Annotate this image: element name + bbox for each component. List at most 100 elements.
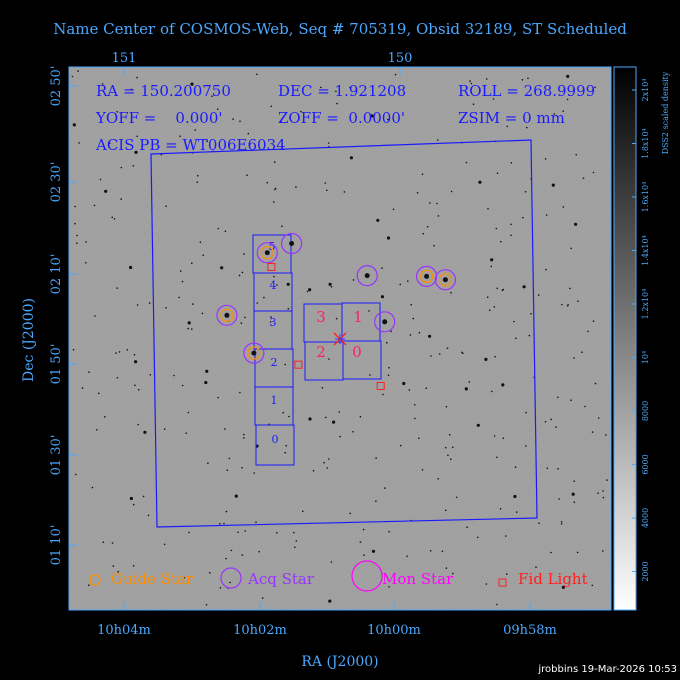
background-star (538, 522, 540, 524)
background-star (491, 390, 493, 393)
background-star (602, 490, 604, 492)
background-star (276, 532, 278, 534)
background-star (382, 393, 384, 396)
background-star (330, 561, 333, 563)
background-star (285, 444, 288, 447)
background-star (104, 189, 108, 193)
legend-fid-label: Fid Light (518, 570, 588, 588)
background-star (187, 411, 190, 414)
background-star (77, 70, 79, 72)
background-star (416, 192, 419, 194)
background-star (263, 296, 265, 299)
background-star (98, 392, 100, 395)
background-star (445, 405, 448, 408)
background-star (306, 290, 309, 293)
guide-star-marker (438, 273, 452, 287)
background-star (561, 585, 566, 589)
background-star (485, 583, 488, 585)
background-star (272, 201, 275, 203)
background-star (486, 296, 489, 299)
background-star (430, 355, 432, 357)
background-star (223, 522, 225, 525)
chip-label: 2 (316, 343, 326, 361)
chip-label: 1 (271, 394, 278, 407)
acq-star-marker (356, 265, 378, 287)
background-star (133, 353, 136, 356)
background-star (493, 435, 496, 437)
background-star (234, 494, 238, 498)
background-star (209, 572, 211, 574)
background-star (488, 309, 491, 312)
background-star (321, 387, 324, 389)
background-star (239, 120, 241, 122)
background-star (85, 262, 87, 264)
zsim-value: ZSIM = 0 mm (458, 109, 565, 127)
background-star (328, 358, 330, 360)
colorbar-label: DSS2 scaled density (661, 71, 670, 154)
background-star (118, 351, 121, 353)
background-star (191, 328, 193, 330)
background-star (591, 584, 594, 587)
background-star (577, 300, 579, 303)
background-star (380, 295, 384, 299)
background-star (244, 316, 246, 319)
background-star (592, 171, 595, 174)
background-star (120, 166, 123, 169)
background-star (570, 399, 572, 402)
left-tick-label: 01 50' (49, 344, 64, 385)
background-star (219, 523, 221, 525)
background-star (524, 191, 527, 193)
background-star (574, 222, 578, 226)
background-star (514, 466, 517, 468)
background-star (179, 135, 181, 137)
background-star (464, 387, 468, 391)
background-star (359, 415, 362, 418)
background-star (544, 421, 547, 423)
background-star (188, 531, 190, 534)
left-tick-label: 02 50' (49, 66, 64, 107)
background-star (455, 496, 458, 499)
background-star (326, 189, 328, 192)
legend-acq-symbol (220, 567, 242, 589)
acis-s-array (252, 234, 295, 466)
background-star (496, 456, 498, 459)
background-star (388, 586, 390, 588)
chip-label: 1 (353, 308, 363, 326)
background-star (217, 227, 220, 230)
guide-star-marker (260, 246, 274, 260)
legend-fid-symbol (498, 578, 507, 587)
background-star (537, 294, 540, 296)
background-star (429, 202, 431, 204)
background-star (387, 118, 389, 121)
background-star (149, 374, 152, 376)
background-star (137, 388, 140, 391)
background-star (324, 182, 327, 184)
roll-value: ROLL = 268.9999 (458, 82, 595, 100)
background-star (273, 161, 276, 163)
background-star (428, 334, 432, 338)
background-star (476, 536, 479, 539)
yoff-value: YOFF = 0.000' (95, 109, 223, 127)
bottom-tick-label: 09h58m (503, 623, 557, 638)
background-star (225, 557, 227, 560)
background-star (183, 576, 185, 579)
background-star (225, 510, 228, 513)
background-star (525, 411, 527, 414)
guide-star-marker (247, 346, 261, 360)
star-core (251, 350, 257, 356)
background-star (494, 355, 496, 358)
background-star (418, 437, 420, 440)
chip-label: 0 (272, 433, 279, 446)
background-star (530, 313, 532, 315)
background-star (294, 546, 296, 549)
background-star (515, 511, 518, 513)
background-star (117, 570, 119, 573)
legend-acq-label: Acq Star (247, 570, 315, 588)
background-star (94, 315, 96, 317)
background-star (598, 417, 600, 419)
background-star (243, 437, 245, 439)
background-star (368, 310, 370, 312)
bottom-tick-label: 10h02m (233, 623, 287, 638)
background-star (452, 446, 454, 449)
background-star (466, 526, 468, 528)
